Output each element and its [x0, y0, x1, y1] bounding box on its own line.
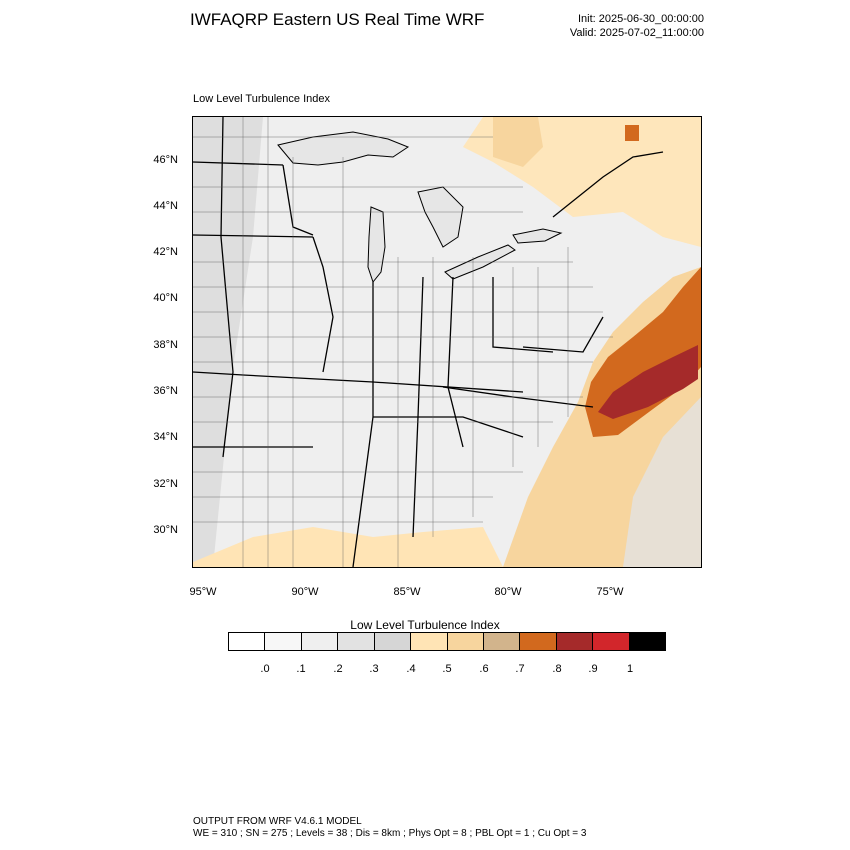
colorbar-swatch — [556, 633, 594, 650]
init-time: Init: 2025-06-30_00:00:00 — [578, 13, 704, 25]
colorbar-swatch — [593, 633, 630, 650]
colorbar-label: .7 — [515, 663, 525, 675]
gulf-of-mexico — [193, 527, 503, 567]
colorbar-swatch — [411, 633, 448, 650]
colorbar-swatch — [520, 633, 557, 650]
lat-tick-44: 44°N — [153, 200, 178, 212]
colorbar-label: .1 — [296, 663, 306, 675]
lat-tick-46: 46°N — [153, 154, 178, 166]
colorbar-label: 1 — [626, 663, 634, 675]
main-title: IWFAQRP Eastern US Real Time WRF — [190, 10, 485, 29]
lon-tick-75: 75°W — [596, 586, 624, 598]
lake-superior — [277, 131, 410, 166]
lake-huron — [417, 186, 464, 248]
model-footer: OUTPUT FROM WRF V4.6.1 MODEL WE = 310 ; … — [193, 816, 586, 840]
lake-michigan — [367, 206, 386, 284]
colorbar-swatch — [265, 633, 302, 650]
footer-line-1: OUTPUT FROM WRF V4.6.1 MODEL — [193, 816, 362, 827]
ocean-grey-patch — [623, 397, 701, 567]
colorbar-title: Low Level Turbulence Index — [350, 618, 500, 632]
lon-tick-80: 80°W — [494, 586, 522, 598]
quebec-hotspot — [625, 125, 639, 141]
colorbar-label: .8 — [552, 663, 562, 675]
colorbar-label: .5 — [442, 663, 452, 675]
colorbar-label: .2 — [333, 663, 343, 675]
lat-tick-34: 34°N — [153, 431, 178, 443]
colorbar-swatch — [483, 633, 521, 650]
colorbar-swatch — [374, 633, 412, 650]
lake-ontario — [512, 228, 563, 244]
colorbar-swatch — [447, 633, 484, 650]
colorbar-swatch — [229, 633, 266, 650]
map-plot — [192, 116, 702, 568]
severe-turbulence-core — [598, 345, 698, 419]
lat-tick-32: 32°N — [153, 478, 178, 490]
colorbar-swatch — [301, 633, 339, 650]
lat-tick-42: 42°N — [153, 246, 178, 258]
colorbar-label: .9 — [588, 663, 598, 675]
ontario-shading — [493, 117, 543, 167]
lat-tick-38: 38°N — [153, 339, 178, 351]
lat-tick-40: 40°N — [153, 292, 178, 304]
map-canvas — [193, 117, 701, 567]
colorbar-label: .6 — [479, 663, 489, 675]
western-grey-band — [193, 117, 263, 567]
lat-tick-30: 30°N — [153, 524, 178, 536]
colorbar-swatch — [338, 633, 375, 650]
valid-time: Valid: 2025-07-02_11:00:00 — [569, 27, 704, 39]
county-lines — [193, 117, 613, 567]
colorbar — [228, 632, 666, 651]
panel-title: Low Level Turbulence Index — [193, 93, 330, 105]
lon-tick-95: 95°W — [189, 586, 217, 598]
colorbar-label: .4 — [406, 663, 416, 675]
footer-line-2: WE = 310 ; SN = 275 ; Levels = 38 ; Dis … — [193, 828, 587, 839]
lon-tick-85: 85°W — [393, 586, 421, 598]
lat-tick-36: 36°N — [153, 385, 178, 397]
colorbar-label: .0 — [260, 663, 270, 675]
lon-tick-90: 90°W — [291, 586, 319, 598]
colorbar-label: .3 — [369, 663, 379, 675]
colorbar-swatch — [629, 633, 666, 650]
